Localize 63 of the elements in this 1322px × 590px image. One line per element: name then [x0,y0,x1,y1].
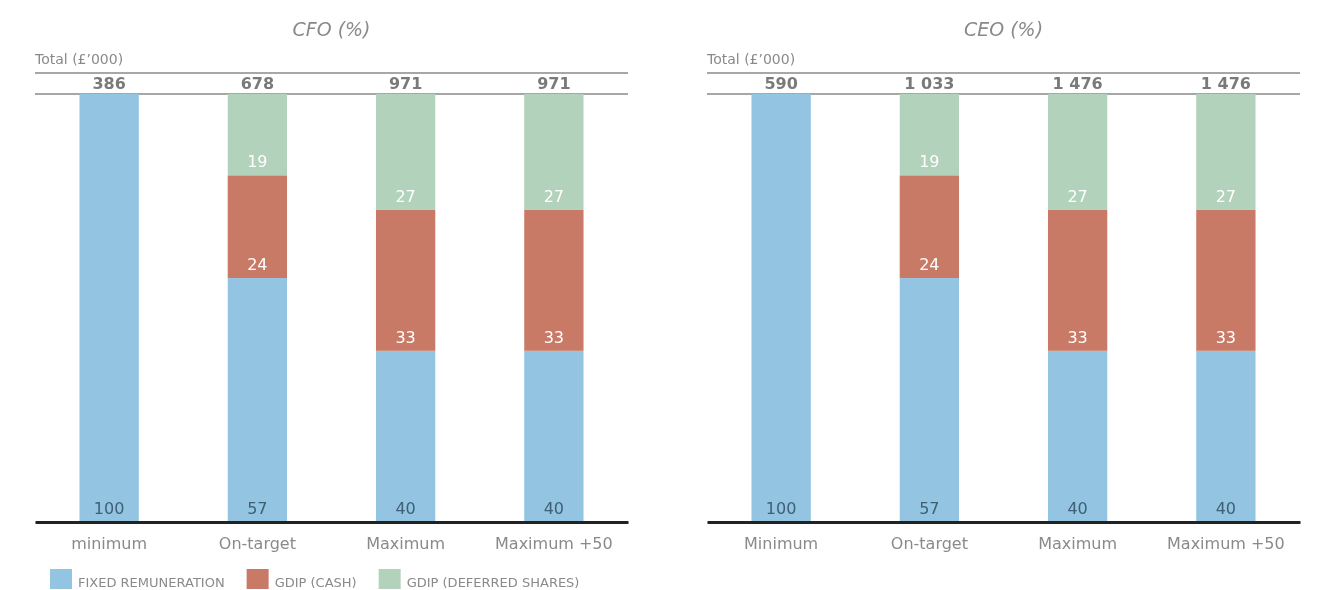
data-label: 40 [395,499,416,518]
data-label: 19 [247,152,268,172]
text: 1 476 [1200,74,1251,93]
x-tick-label: Maximum [1038,534,1118,554]
x-tick-label: Maximum +50 [1167,534,1285,554]
data-label: 33 [395,327,416,347]
data-label: 33 [1215,327,1237,347]
legend-label: GDIP (DEFERRED SHARES) [406,575,580,590]
bar [899,94,960,176]
data-label: 57 [919,499,940,518]
bar [375,350,436,522]
bar [1047,209,1108,351]
text: 1 476 [1052,74,1103,93]
bar [1196,350,1256,522]
text: 1 033 [904,74,955,93]
x-tick-label: Maximum +50 [495,534,613,554]
bar [375,209,436,351]
chart-title: CEO (%) [963,18,1044,40]
x-tick-label: Maximum [366,534,446,554]
bar [899,175,960,279]
bar [524,209,584,351]
data-label: 40 [1067,499,1088,518]
bar [1047,94,1108,210]
data-label: 100 [765,499,797,518]
text: 678 [240,74,275,93]
bar [751,94,811,522]
x-tick-label: On-target [218,534,296,554]
legend-label: GDIP (CASH) [274,575,357,590]
data-label: 27 [1215,186,1237,206]
text: 386 [92,74,126,93]
bar [375,94,436,210]
text: Total (£’000) [34,51,124,67]
data-label: 27 [1067,186,1088,206]
data-label: 40 [543,499,565,518]
data-label: 24 [919,255,940,275]
x-tick-label: minimum [71,534,148,554]
bar [227,278,288,522]
text: 971 [537,74,571,93]
text: Total (£’000) [706,51,796,67]
data-label: 57 [247,499,268,518]
bar [899,278,960,522]
data-label: 27 [543,186,565,206]
bar [1196,94,1256,210]
data-label: 27 [395,186,416,206]
text: 971 [388,74,423,93]
chart-title: CFO (%) [292,18,371,40]
data-label: 19 [919,152,940,172]
bar [227,94,288,176]
bar [79,94,139,522]
data-label: 33 [1067,327,1088,347]
legend-label: FIXED REMUNERATION [78,575,225,590]
data-label: 100 [93,499,125,518]
text: 590 [764,74,798,93]
data-label: 40 [1215,499,1237,518]
bar [524,94,584,210]
x-tick-label: On-target [890,534,968,554]
data-label: 33 [543,327,565,347]
data-label: 24 [247,255,268,275]
x-tick-label: Minimum [744,534,819,554]
bar [1047,350,1108,522]
bar [227,175,288,279]
bar [1196,209,1256,351]
bar [524,350,584,522]
